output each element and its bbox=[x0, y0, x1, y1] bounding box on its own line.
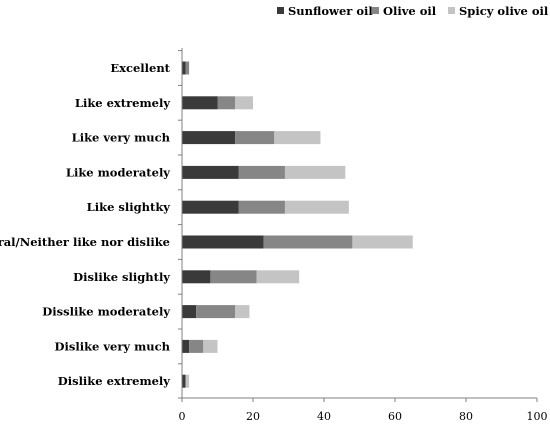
bar-olive-oil-0 bbox=[185, 61, 190, 75]
category-label: Disslike moderately bbox=[42, 305, 170, 319]
category-label: Excellent bbox=[110, 61, 170, 75]
x-tick-label: 100 bbox=[527, 410, 548, 423]
bar-sunflower-oil-7 bbox=[182, 305, 197, 319]
bar-olive-oil-8 bbox=[189, 339, 204, 353]
bar-sunflower-oil-0 bbox=[182, 61, 186, 75]
x-tick-label: 80 bbox=[459, 410, 473, 423]
bar-sunflower-oil-2 bbox=[182, 131, 236, 145]
bar-spicy-olive-oil-8 bbox=[203, 339, 218, 353]
bar-spicy-olive-oil-2 bbox=[274, 131, 321, 145]
bar-spicy-olive-oil-5 bbox=[352, 235, 413, 249]
bar-sunflower-oil-8 bbox=[182, 339, 190, 353]
bar-olive-oil-1 bbox=[217, 96, 236, 110]
bar-sunflower-oil-3 bbox=[182, 165, 239, 179]
x-tick-label: 60 bbox=[388, 410, 402, 423]
bar-olive-oil-7 bbox=[196, 305, 236, 319]
bar-spicy-olive-oil-4 bbox=[284, 200, 349, 214]
category-label: Like moderately bbox=[66, 165, 170, 179]
legend-label: Sunflower oil bbox=[288, 4, 373, 18]
bar-olive-oil-4 bbox=[238, 200, 285, 214]
bar-olive-oil-3 bbox=[238, 165, 285, 179]
bar-spicy-olive-oil-1 bbox=[235, 96, 253, 110]
bar-spicy-olive-oil-9 bbox=[185, 374, 190, 388]
category-label: Dislike slightly bbox=[73, 270, 170, 284]
bar-olive-oil-6 bbox=[210, 270, 257, 284]
x-tick-label: 40 bbox=[317, 410, 331, 423]
bar-spicy-olive-oil-7 bbox=[235, 305, 250, 319]
bar-spicy-olive-oil-6 bbox=[256, 270, 300, 284]
legend-swatch-sunflower-oil bbox=[277, 7, 284, 14]
category-label: Dislike very much bbox=[55, 339, 171, 353]
category-labels: Excellent Like extremely Like very much Lik… bbox=[0, 61, 171, 388]
bar-sunflower-oil-9 bbox=[182, 374, 186, 388]
bars bbox=[182, 61, 413, 388]
category-label: Like very much bbox=[72, 131, 171, 145]
category-label: Like extremely bbox=[75, 96, 170, 110]
x-tick-labels: 0 20 40 60 80 100 bbox=[179, 410, 548, 423]
legend-label: Olive oil bbox=[383, 4, 437, 18]
x-tick-label: 0 bbox=[179, 410, 186, 423]
legend-label: Spicy olive oil bbox=[459, 4, 549, 18]
axes bbox=[178, 48, 538, 402]
bar-sunflower-oil-6 bbox=[182, 270, 211, 284]
bar-olive-oil-2 bbox=[235, 131, 275, 145]
legend-swatch-spicy-olive-oil bbox=[448, 7, 455, 14]
category-label: Neutral/Neither like nor dislike bbox=[0, 235, 170, 249]
legend-swatch-olive-oil bbox=[372, 7, 379, 14]
bar-spicy-olive-oil-3 bbox=[284, 165, 346, 179]
bar-olive-oil-5 bbox=[263, 235, 353, 249]
bar-sunflower-oil-5 bbox=[182, 235, 264, 249]
x-tick-label: 20 bbox=[246, 410, 260, 423]
bar-sunflower-oil-1 bbox=[182, 96, 218, 110]
bar-sunflower-oil-4 bbox=[182, 200, 239, 214]
legend: Sunflower oil Olive oil Spicy olive oil bbox=[277, 4, 549, 18]
category-label: Like slightky bbox=[87, 200, 171, 214]
category-label: Dislike extremely bbox=[58, 374, 171, 388]
